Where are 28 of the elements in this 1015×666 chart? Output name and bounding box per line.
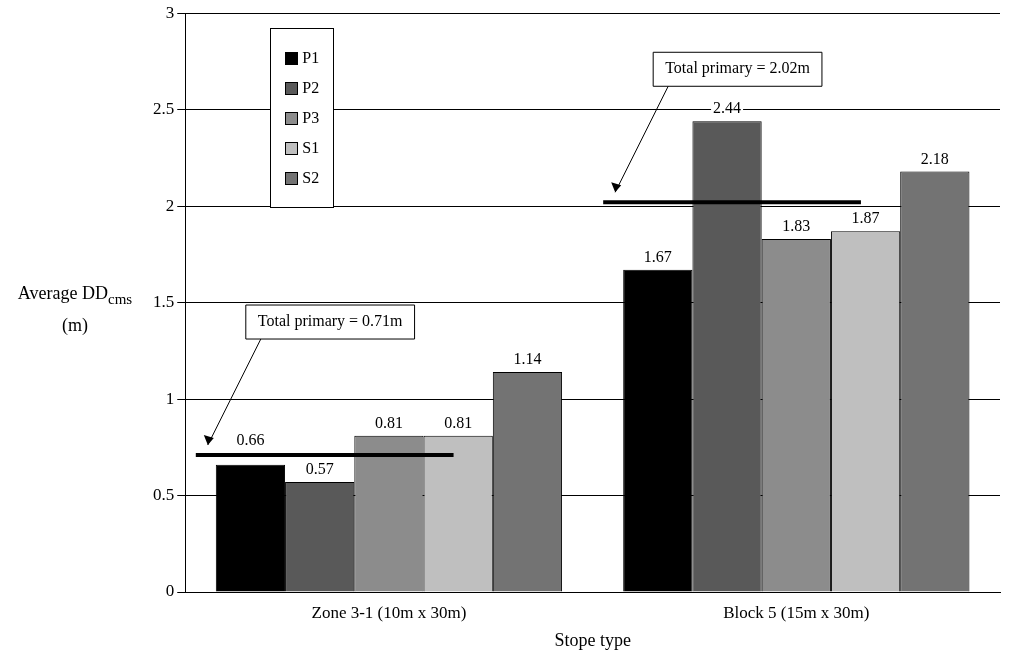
legend-label: S1 xyxy=(301,139,320,158)
text: Average DD$_{cms}$ (m) xyxy=(17,283,133,335)
data-label: 0.81 xyxy=(374,413,403,431)
data-label: 1.83 xyxy=(782,217,811,235)
data-label: 1.87 xyxy=(851,209,880,227)
data-label: 0.66 xyxy=(236,431,265,449)
x-axis-title: Stope type xyxy=(554,629,631,650)
data-label: 0.81 xyxy=(444,413,473,431)
y-tick-label: 3 xyxy=(165,2,175,22)
y-tick-label: 2.5 xyxy=(153,99,175,119)
legend-label: P3 xyxy=(301,109,320,128)
legend-label: P1 xyxy=(301,49,320,68)
y-tick-label: 0.5 xyxy=(153,485,175,504)
x-tick-label: Block 5 (15m x 30m) xyxy=(723,602,870,622)
data-label: 1.14 xyxy=(513,350,542,368)
legend-label: S2 xyxy=(301,169,320,188)
ref-line-label: Total primary = 2.02m xyxy=(665,59,811,78)
y-tick-label: 1.5 xyxy=(153,292,175,312)
y-tick-label: 1 xyxy=(165,388,175,408)
y-tick-label: 0 xyxy=(165,581,175,601)
legend-label: P2 xyxy=(301,79,320,98)
x-tick-label: Zone 3-1 (10m x 30m) xyxy=(311,602,467,622)
data-label: 1.67 xyxy=(643,248,672,265)
data-label: 2.18 xyxy=(920,149,949,167)
ref-line-label: Total primary = 0.71m xyxy=(257,312,404,331)
data-label: 0.57 xyxy=(305,460,334,478)
y-tick-label: 2 xyxy=(165,195,175,215)
data-label: 2.44 xyxy=(713,99,742,117)
